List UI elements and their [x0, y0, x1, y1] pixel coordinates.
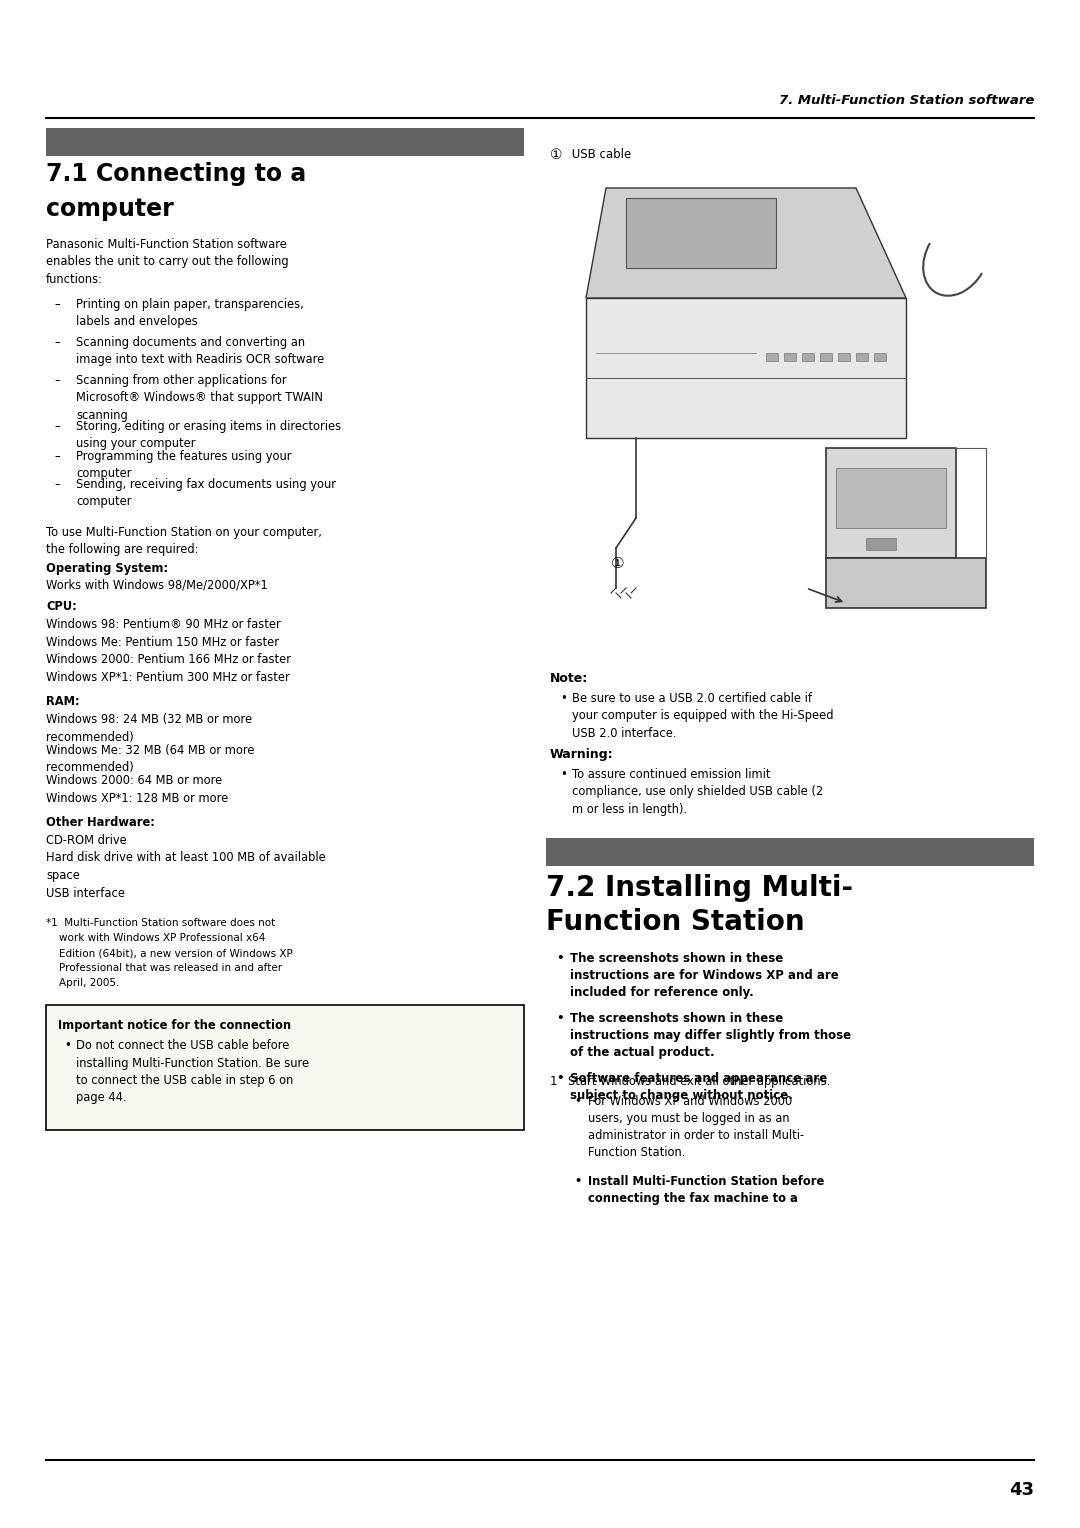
- Text: RAM:: RAM:: [46, 695, 80, 707]
- Text: –: –: [54, 478, 59, 490]
- Text: Scanning documents and converting an
image into text with Readiris OCR software: Scanning documents and converting an ima…: [76, 336, 324, 367]
- Text: Edition (64bit), a new version of Windows XP: Edition (64bit), a new version of Window…: [46, 947, 293, 958]
- Bar: [802, 353, 814, 361]
- Text: 1: 1: [550, 1076, 557, 1088]
- Bar: [784, 353, 796, 361]
- Bar: [626, 199, 777, 267]
- Text: Function Station: Function Station: [546, 908, 805, 937]
- Text: •: •: [556, 1012, 564, 1025]
- Text: Windows 2000: Pentium 166 MHz or faster: Windows 2000: Pentium 166 MHz or faster: [46, 652, 291, 666]
- Text: Windows 2000: 64 MB or more: Windows 2000: 64 MB or more: [46, 775, 222, 787]
- Text: Works with Windows 98/Me/2000/XP*1: Works with Windows 98/Me/2000/XP*1: [46, 579, 268, 591]
- Polygon shape: [586, 188, 906, 298]
- Text: •: •: [573, 1175, 581, 1187]
- Bar: [46, 128, 524, 156]
- Text: •: •: [556, 952, 564, 966]
- Text: work with Windows XP Professional x64: work with Windows XP Professional x64: [46, 934, 266, 943]
- Text: –: –: [54, 374, 59, 387]
- Bar: [874, 353, 886, 361]
- Text: *1  Multi-Function Station software does not: *1 Multi-Function Station software does …: [46, 918, 275, 927]
- Text: •: •: [573, 1096, 581, 1108]
- Text: For Windows XP and Windows 2000
users, you must be logged in as an
administrator: For Windows XP and Windows 2000 users, y…: [588, 1096, 805, 1160]
- Bar: [546, 837, 1034, 866]
- Text: Warning:: Warning:: [550, 749, 613, 761]
- Text: ①: ①: [550, 148, 563, 162]
- Text: Other Hardware:: Other Hardware:: [46, 816, 154, 830]
- Text: •: •: [561, 692, 567, 704]
- Text: To assure continued emission limit
compliance, use only shielded USB cable (2
m : To assure continued emission limit compl…: [572, 769, 823, 816]
- Text: Start Windows and exit all other applications.: Start Windows and exit all other applica…: [568, 1076, 831, 1088]
- Text: 7. Multi-Function Station software: 7. Multi-Function Station software: [779, 93, 1034, 107]
- Bar: [836, 468, 946, 529]
- Text: Professional that was released in and after: Professional that was released in and af…: [46, 963, 282, 973]
- Text: CD-ROM drive: CD-ROM drive: [46, 834, 126, 847]
- Text: Windows 98: 24 MB (32 MB or more
recommended): Windows 98: 24 MB (32 MB or more recomme…: [46, 714, 252, 744]
- Bar: [826, 448, 956, 558]
- Text: Important notice for the connection: Important notice for the connection: [58, 1019, 292, 1031]
- Text: •: •: [561, 769, 567, 781]
- Text: –: –: [54, 420, 59, 432]
- Text: Windows Me: Pentium 150 MHz or faster: Windows Me: Pentium 150 MHz or faster: [46, 636, 279, 649]
- Text: Hard disk drive with at least 100 MB of available
space: Hard disk drive with at least 100 MB of …: [46, 851, 326, 882]
- Text: Windows Me: 32 MB (64 MB or more
recommended): Windows Me: 32 MB (64 MB or more recomme…: [46, 744, 255, 775]
- Text: –: –: [54, 451, 59, 463]
- Text: Sending, receiving fax documents using your
computer: Sending, receiving fax documents using y…: [76, 478, 336, 509]
- Text: Software features and appearance are
subject to change without notice.: Software features and appearance are sub…: [570, 1073, 827, 1102]
- Text: Install Multi-Function Station before
connecting the fax machine to a: Install Multi-Function Station before co…: [588, 1175, 824, 1206]
- Text: –: –: [54, 298, 59, 312]
- Text: The screenshots shown in these
instructions are for Windows XP and are
included : The screenshots shown in these instructi…: [570, 952, 839, 999]
- Text: Note:: Note:: [550, 672, 589, 685]
- Text: To use Multi-Function Station on your computer,
the following are required:: To use Multi-Function Station on your co…: [46, 526, 322, 556]
- Text: Scanning from other applications for
Microsoft® Windows® that support TWAIN
scan: Scanning from other applications for Mic…: [76, 374, 323, 422]
- Bar: [766, 353, 778, 361]
- Text: USB interface: USB interface: [46, 886, 125, 900]
- Bar: [586, 298, 906, 439]
- Text: CPU:: CPU:: [46, 601, 77, 613]
- Text: Windows XP*1: Pentium 300 MHz or faster: Windows XP*1: Pentium 300 MHz or faster: [46, 671, 289, 685]
- Text: 7.2 Installing Multi-: 7.2 Installing Multi-: [546, 874, 853, 902]
- Text: Storing, editing or erasing items in directories
using your computer: Storing, editing or erasing items in dir…: [76, 420, 341, 451]
- Text: Printing on plain paper, transparencies,
labels and envelopes: Printing on plain paper, transparencies,…: [76, 298, 303, 329]
- Text: •: •: [64, 1039, 71, 1051]
- Text: Programming the features using your
computer: Programming the features using your comp…: [76, 451, 292, 480]
- Text: –: –: [54, 336, 59, 348]
- Bar: [820, 353, 832, 361]
- Text: Windows XP*1: 128 MB or more: Windows XP*1: 128 MB or more: [46, 792, 228, 805]
- Text: 7.1 Connecting to a: 7.1 Connecting to a: [46, 162, 307, 186]
- Bar: [46, 1005, 524, 1131]
- Text: Operating System:: Operating System:: [46, 562, 168, 575]
- Text: Windows 98: Pentium® 90 MHz or faster: Windows 98: Pentium® 90 MHz or faster: [46, 617, 281, 631]
- Text: USB cable: USB cable: [568, 148, 631, 160]
- Text: April, 2005.: April, 2005.: [46, 978, 120, 989]
- Text: Panasonic Multi-Function Station software
enables the unit to carry out the foll: Panasonic Multi-Function Station softwar…: [46, 238, 288, 286]
- Text: ①: ①: [611, 556, 625, 570]
- Bar: [838, 353, 850, 361]
- Text: Do not connect the USB cable before
installing Multi-Function Station. Be sure
t: Do not connect the USB cable before inst…: [76, 1039, 309, 1105]
- Text: 43: 43: [1009, 1481, 1034, 1499]
- Text: computer: computer: [46, 197, 174, 222]
- Bar: [866, 538, 896, 550]
- Text: •: •: [556, 1073, 564, 1085]
- Bar: [856, 353, 868, 361]
- Text: Be sure to use a USB 2.0 certified cable if
your computer is equipped with the H: Be sure to use a USB 2.0 certified cable…: [572, 692, 834, 740]
- Bar: [826, 558, 986, 608]
- Text: The screenshots shown in these
instructions may differ slightly from those
of th: The screenshots shown in these instructi…: [570, 1012, 851, 1059]
